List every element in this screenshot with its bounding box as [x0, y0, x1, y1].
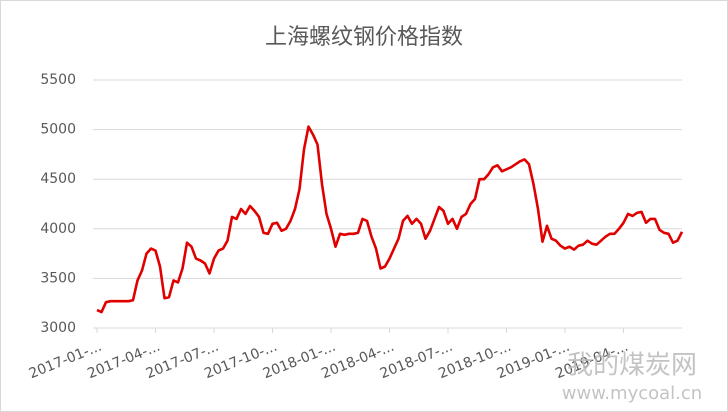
y-tick-label: 4500 — [40, 171, 76, 187]
watermark-url: www.mycoal.cn — [562, 383, 702, 404]
y-tick-label: 5000 — [40, 122, 76, 138]
y-tick-label: 5500 — [40, 72, 76, 88]
y-tick-label: 3500 — [40, 270, 76, 286]
chart-title: 上海螺纹钢价格指数 — [265, 25, 463, 50]
line — [96, 125, 684, 314]
y-tick-label: 4000 — [40, 221, 76, 237]
y-tick-label: 3000 — [40, 320, 76, 336]
watermark-name: 我的煤炭网 — [567, 351, 697, 381]
